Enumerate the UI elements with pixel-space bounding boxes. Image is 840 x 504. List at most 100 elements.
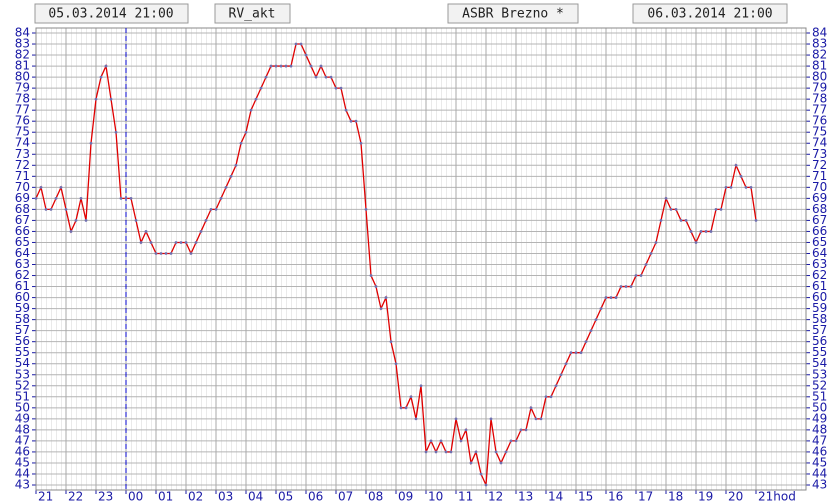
data-point <box>389 340 393 344</box>
x-tick-label: 16 <box>608 490 623 504</box>
header: 05.03.2014 21:00 RV_akt ASBR Brezno * 06… <box>34 3 788 24</box>
data-point <box>674 207 678 211</box>
data-point <box>164 252 168 255</box>
data-point <box>679 219 683 222</box>
data-point <box>74 219 78 222</box>
y-tick-label: 59 <box>812 301 827 315</box>
y-tick-label: 43 <box>812 478 827 492</box>
data-point <box>174 241 178 244</box>
y-tick-label: 78 <box>15 92 30 106</box>
x-tick-label: 18 <box>668 490 683 504</box>
y-tick-label: 53 <box>15 367 30 381</box>
data-point <box>419 384 423 388</box>
y-tick-label: 69 <box>15 191 30 205</box>
data-point <box>664 196 668 200</box>
data-point <box>754 219 758 222</box>
data-point <box>59 185 63 189</box>
x-tick-label: 07 <box>338 490 353 504</box>
y-tick-label: 54 <box>812 356 827 370</box>
data-point <box>334 86 338 90</box>
data-point <box>189 252 193 255</box>
y-tick-label: 66 <box>15 224 30 238</box>
data-point <box>144 230 148 233</box>
y-tick-label: 56 <box>15 334 30 348</box>
x-tick-label: 06 <box>308 490 323 504</box>
data-point <box>574 351 578 355</box>
y-tick-label: 58 <box>15 312 30 326</box>
data-point <box>374 285 378 288</box>
data-point <box>524 428 528 432</box>
data-point <box>684 219 688 222</box>
y-tick-label: 73 <box>812 147 827 161</box>
header-box <box>447 3 579 24</box>
data-point <box>99 75 103 79</box>
x-tick-label: 04 <box>248 490 263 504</box>
data-point <box>534 417 538 421</box>
minor-grid <box>36 28 806 490</box>
data-point <box>719 207 723 211</box>
y-tick-label: 48 <box>15 422 30 436</box>
data-point <box>659 219 663 222</box>
y-tick-label: 56 <box>812 334 827 348</box>
data-point <box>149 241 153 244</box>
data-point <box>424 450 428 454</box>
x-tick-label: 08 <box>368 490 383 504</box>
data-point <box>509 439 513 443</box>
data-point <box>34 196 38 200</box>
data-point <box>204 219 208 222</box>
y-tick-label: 50 <box>15 400 30 414</box>
data-point <box>694 241 698 244</box>
data-point <box>584 340 588 344</box>
x-tick-label: 15 <box>578 490 593 504</box>
data-point <box>654 241 658 244</box>
data-point <box>714 207 718 211</box>
data-point <box>299 42 303 46</box>
y-tick-label: 77 <box>812 103 827 117</box>
data-point <box>239 141 243 145</box>
y-tick-label: 46 <box>812 444 827 458</box>
data-point <box>549 395 553 399</box>
x-tick-label: 20 <box>728 490 743 504</box>
x-tick-label: 21 <box>38 490 53 504</box>
data-point <box>469 461 473 465</box>
data-point <box>219 196 223 200</box>
y-tick-label: 82 <box>812 48 827 62</box>
y-tick-label: 70 <box>15 180 30 194</box>
data-point <box>614 296 618 299</box>
data-point <box>229 174 233 178</box>
data-point <box>44 207 48 211</box>
y-tick-label: 67 <box>15 213 30 227</box>
x-tick-label: 01 <box>158 490 173 504</box>
data-point <box>399 406 403 410</box>
x-tick-label: 02 <box>188 490 203 504</box>
data-point <box>634 274 638 277</box>
data-point <box>579 351 583 355</box>
data-point <box>504 450 508 454</box>
y-tick-label: 72 <box>15 158 30 172</box>
y-tick-label: 80 <box>812 70 827 84</box>
y-tick-label: 62 <box>812 268 827 282</box>
data-point <box>704 230 708 233</box>
data-point <box>139 241 143 244</box>
data-point <box>324 75 328 79</box>
data-point <box>39 185 43 189</box>
y-tick-label: 79 <box>15 81 30 95</box>
y-tick-label: 45 <box>812 455 827 469</box>
x-tick-label: 12 <box>488 490 503 504</box>
data-point <box>539 417 543 421</box>
data-point <box>294 42 298 46</box>
data-point <box>304 53 308 57</box>
data-point <box>244 130 248 134</box>
x-tick-label: 13 <box>518 490 533 504</box>
data-point <box>589 329 593 333</box>
data-point <box>339 86 343 90</box>
data-point <box>364 207 368 211</box>
y-tick-label: 83 <box>15 37 30 51</box>
data-point <box>199 230 203 233</box>
y-tick-label: 65 <box>15 235 30 249</box>
data-point <box>619 285 623 288</box>
data-point <box>254 97 258 101</box>
y-tick-label: 74 <box>812 136 827 150</box>
data-point <box>169 252 173 255</box>
y-tick-label: 61 <box>812 279 827 293</box>
